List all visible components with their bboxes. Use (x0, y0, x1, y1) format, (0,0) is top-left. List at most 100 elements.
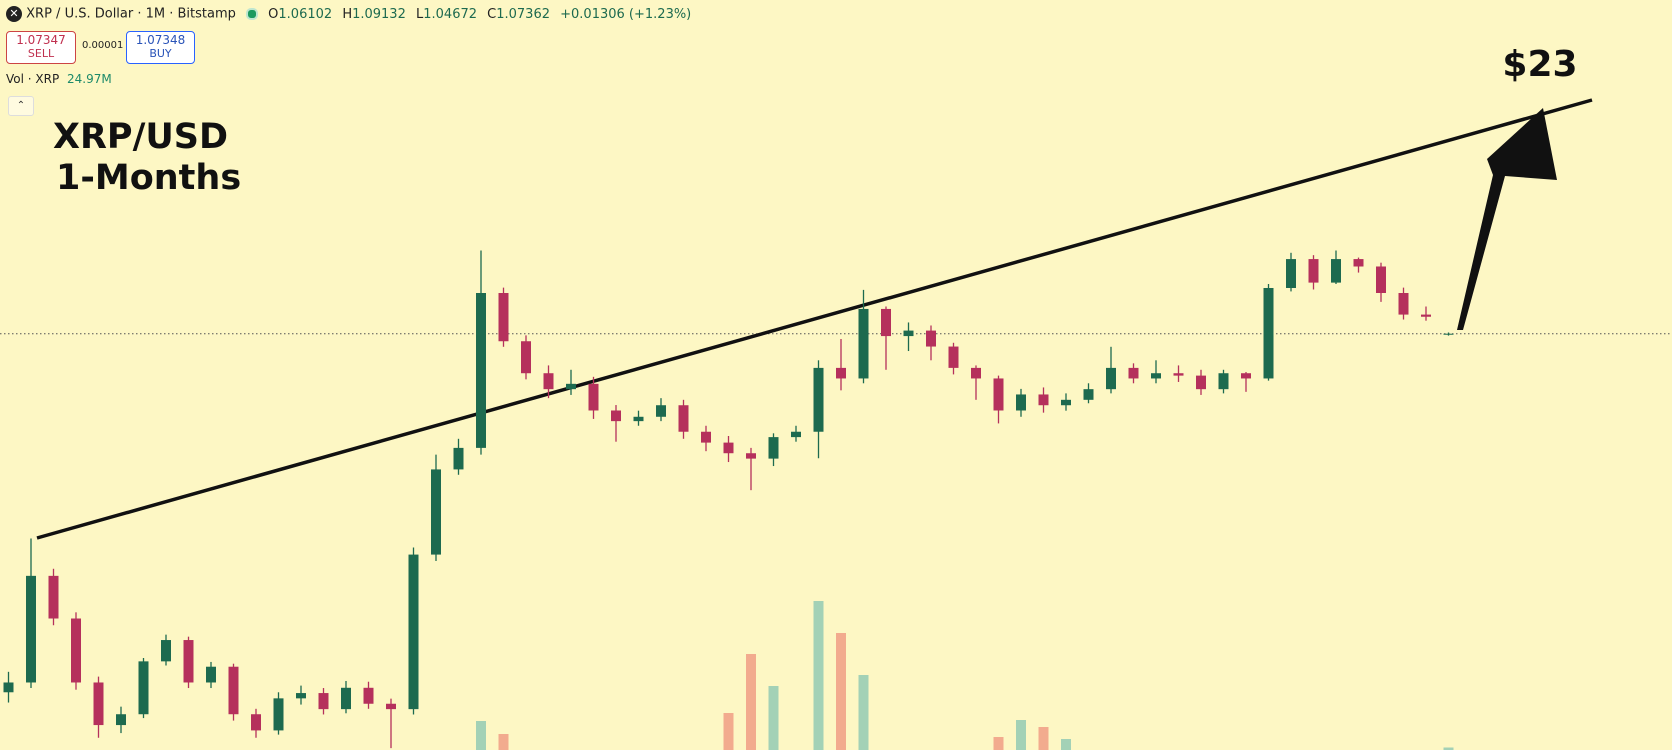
chart-subtitle: 1-Months (56, 158, 241, 198)
candle-body (858, 308, 869, 379)
candle-body (228, 666, 239, 715)
ohlc-label: C (487, 6, 497, 22)
candle-body (296, 693, 306, 699)
candle-body (363, 687, 374, 704)
candle-body (1421, 314, 1431, 317)
chart-title: XRP/USD (53, 117, 228, 157)
candle-body (1038, 394, 1049, 406)
target-arrow (1457, 108, 1557, 330)
volume-value: 24.97M (67, 72, 112, 86)
symbol-icon: ✕ (6, 6, 22, 22)
sell-price: 1.07347 (16, 33, 66, 47)
candle-body (71, 618, 81, 683)
ohlc-value: 1.09132 (352, 6, 406, 22)
candle-body (3, 682, 14, 693)
ohlc: O1.06102 H1.09132 L1.04672 C1.07362 +0.0… (268, 7, 697, 22)
candle-body (26, 575, 36, 683)
candle-body (611, 410, 621, 422)
volume-bar (723, 713, 734, 750)
ohlc-value: 1.04672 (423, 6, 478, 22)
sell-button[interactable]: 1.07347 SELL (6, 31, 76, 64)
candle-body (1286, 259, 1296, 288)
ohlc-label: O (268, 6, 279, 22)
target-label: $23 (1502, 44, 1577, 85)
candle-body (138, 661, 149, 715)
volume-bar (498, 734, 509, 750)
candle-body (1308, 259, 1319, 283)
candle-body (273, 698, 284, 731)
candle-body (116, 714, 126, 726)
candle-body (1353, 259, 1364, 267)
candle-body (746, 453, 756, 459)
candle-body (903, 330, 914, 337)
candle-body (813, 367, 824, 432)
candle-body (1061, 399, 1071, 406)
buy-label: BUY (149, 47, 172, 60)
candle-body (341, 687, 351, 710)
candle-body (701, 431, 711, 443)
candle-body (791, 431, 801, 438)
candle-body (1173, 373, 1184, 376)
candle-body (521, 341, 531, 374)
candle-body (1151, 373, 1161, 379)
candle-body (543, 373, 554, 390)
buy-price: 1.07348 (135, 33, 186, 47)
volume-bar (813, 601, 824, 750)
trend-line (36, 98, 1593, 540)
candle-body (408, 554, 419, 710)
buy-button[interactable]: 1.07348 BUY (126, 31, 195, 64)
candle-body (431, 469, 441, 555)
candle-body (1016, 394, 1026, 411)
volume-bar (993, 737, 1004, 750)
volume-bar (1443, 747, 1454, 750)
candle-body (1196, 375, 1206, 390)
candle-body (566, 383, 576, 390)
candle-body (678, 405, 689, 432)
volume-bar (1061, 739, 1071, 750)
candle-body (1376, 266, 1386, 294)
candle-body (1241, 373, 1251, 379)
candle-body (1443, 333, 1454, 335)
candle-body (881, 308, 891, 337)
volume-bar (1016, 720, 1026, 750)
candle-body (161, 640, 171, 662)
candle-body (48, 575, 59, 619)
candle-body (183, 640, 194, 683)
volume-label: Vol · XRP (6, 72, 60, 86)
candle-body (656, 405, 666, 417)
candle-body (453, 447, 464, 470)
candle-body (386, 703, 396, 710)
market-status (246, 8, 259, 20)
candle-body (1331, 259, 1341, 283)
volume-bar (746, 654, 756, 750)
candle-body (1263, 287, 1274, 379)
candle-body (926, 330, 936, 347)
candle-body (476, 293, 486, 448)
volume-bar (858, 675, 869, 750)
symbol-name[interactable]: XRP / U.S. Dollar · 1M · Bitstamp (26, 6, 236, 22)
collapse-button[interactable]: ⌃ (8, 96, 34, 116)
candle-body (768, 437, 779, 459)
candle-body (1398, 293, 1409, 315)
volume-bar (836, 633, 846, 750)
symbol-bar: ✕ XRP / U.S. Dollar · 1M · Bitstamp O1.0… (6, 6, 697, 22)
candle-body (723, 442, 734, 454)
candle-body (993, 378, 1004, 411)
candle-body (251, 714, 261, 731)
spread: 0.00001 (82, 40, 124, 51)
volume-legend: Vol · XRP 24.97M (6, 72, 112, 86)
volume-bar (768, 686, 779, 750)
candle-body (318, 693, 329, 710)
ohlc-label: L (416, 6, 424, 22)
candle-body (971, 367, 981, 379)
candle-body (948, 346, 959, 368)
candle-body (498, 293, 509, 342)
candle-body (1218, 373, 1229, 390)
candle-body (93, 682, 104, 726)
change: +0.01306 (+1.23%) (560, 6, 692, 22)
candle-body (836, 367, 846, 379)
ohlc-label: H (342, 6, 353, 22)
candle-body (1083, 389, 1094, 400)
